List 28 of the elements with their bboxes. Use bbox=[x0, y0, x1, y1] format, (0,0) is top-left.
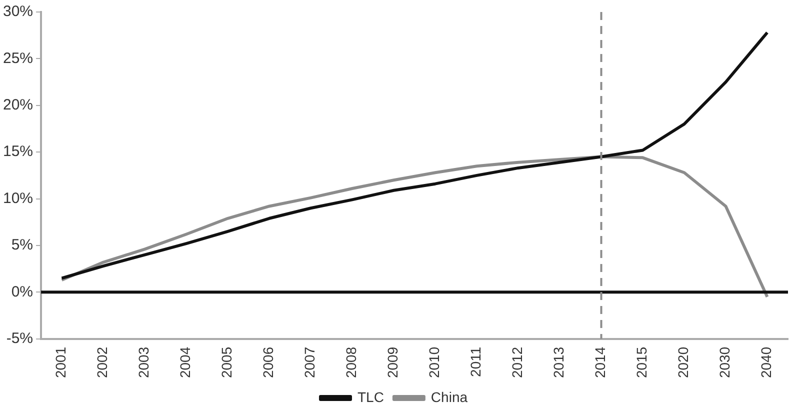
x-tick-label: 2040 bbox=[758, 346, 774, 378]
y-tick-label: 5% bbox=[11, 236, 34, 254]
y-tick-label: 30% bbox=[2, 3, 34, 20]
x-tick-label: 2006 bbox=[260, 346, 276, 378]
x-tick-label: 2004 bbox=[177, 346, 194, 378]
x-tick-label: 2008 bbox=[343, 346, 360, 378]
x-tick-label: 2020 bbox=[675, 346, 692, 378]
x-tick-label: 2011 bbox=[468, 346, 484, 377]
x-tick-label: 2007 bbox=[302, 346, 318, 378]
legend-label: China bbox=[430, 388, 468, 405]
x-tick-label: 2030 bbox=[716, 346, 733, 378]
x-tick-label: 2014 bbox=[592, 346, 608, 378]
legend-label: TLC bbox=[357, 388, 384, 405]
y-tick-label: 15% bbox=[2, 143, 34, 160]
y-tick-label: 20% bbox=[2, 96, 34, 114]
x-tick-label: 2002 bbox=[94, 346, 110, 378]
x-tick-label: 2015 bbox=[634, 346, 650, 378]
x-tick-label: 2010 bbox=[426, 346, 442, 378]
y-tick-label: 0% bbox=[11, 283, 34, 300]
y-tick-label: 10% bbox=[2, 190, 34, 207]
x-tick-label: 2013 bbox=[550, 346, 567, 378]
x-tick-label: 2003 bbox=[136, 346, 152, 378]
x-tick-label: 2005 bbox=[218, 346, 235, 378]
x-tick-label: 2001 bbox=[52, 346, 69, 378]
x-tick-label: 2009 bbox=[384, 346, 401, 378]
x-tick-label: 2012 bbox=[509, 346, 526, 378]
y-tick-label: -5% bbox=[6, 330, 34, 347]
y-tick-label: 25% bbox=[2, 50, 34, 67]
